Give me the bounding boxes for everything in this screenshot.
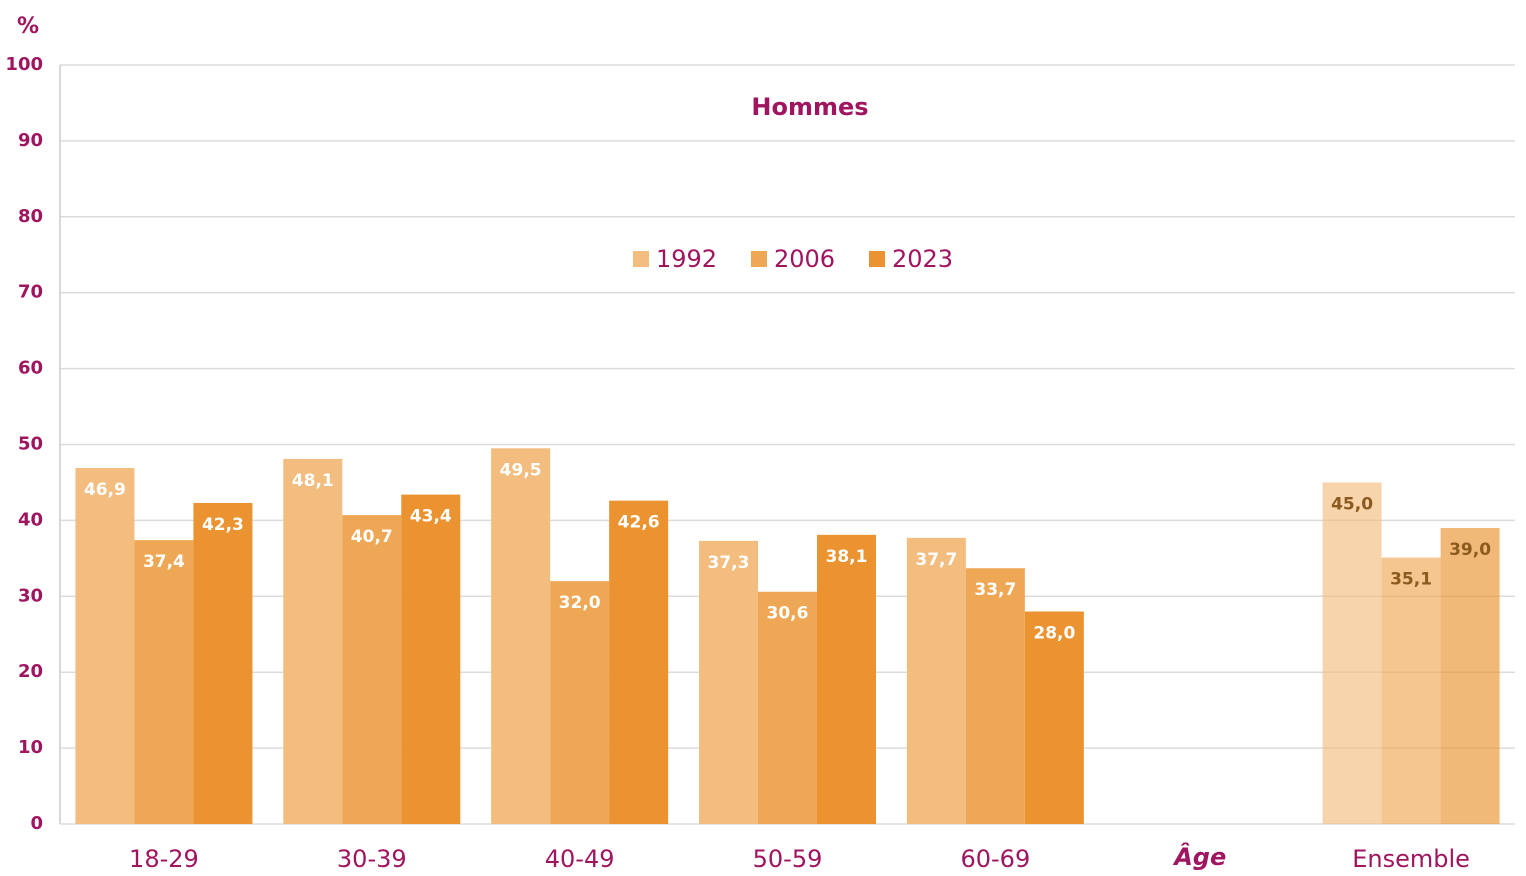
bar xyxy=(401,494,461,824)
value-label: 49,5 xyxy=(500,460,542,480)
bar xyxy=(134,540,194,824)
y-tick-label: 80 xyxy=(18,206,43,227)
value-label: 37,3 xyxy=(708,553,750,573)
bar xyxy=(283,458,343,824)
value-label: 42,3 xyxy=(202,515,244,535)
value-label: 37,7 xyxy=(915,550,957,570)
x-tick-label: 60-69 xyxy=(960,845,1030,873)
bar xyxy=(699,540,758,824)
y-tick-label: 60 xyxy=(18,358,43,379)
legend-swatch xyxy=(869,251,885,267)
bar xyxy=(1024,611,1084,824)
value-label: 33,7 xyxy=(974,580,1016,600)
bar xyxy=(1440,527,1500,824)
y-tick-label: 20 xyxy=(18,661,43,682)
value-label: 43,4 xyxy=(410,507,452,527)
legend-swatch xyxy=(751,251,767,267)
bar xyxy=(906,537,966,824)
y-axis-label: % xyxy=(17,14,39,39)
y-tick-label: 0 xyxy=(30,813,43,834)
bar xyxy=(193,502,253,824)
y-tick-label: 100 xyxy=(5,54,43,75)
x-tick-label: 50-59 xyxy=(753,845,823,873)
value-label: 37,4 xyxy=(143,552,185,572)
bar xyxy=(342,515,402,824)
value-label: 42,6 xyxy=(618,513,660,533)
bar xyxy=(75,468,135,824)
chart-title: Hommes xyxy=(751,93,868,121)
bar xyxy=(817,534,876,824)
value-label: 46,9 xyxy=(84,480,126,500)
legend-label: 2006 xyxy=(774,245,835,273)
value-label: 39,0 xyxy=(1449,540,1491,560)
y-tick-label: 90 xyxy=(18,130,43,151)
legend-label: 2023 xyxy=(892,245,953,273)
value-label: 28,0 xyxy=(1033,623,1075,643)
bar xyxy=(609,500,669,824)
value-label: 38,1 xyxy=(826,547,868,567)
y-tick-label: 50 xyxy=(18,434,43,455)
x-tick-label: 18-29 xyxy=(129,845,199,873)
x-tick-label: Ensemble xyxy=(1352,845,1470,873)
value-label: 48,1 xyxy=(292,471,334,491)
value-label: 35,1 xyxy=(1390,570,1432,590)
bar xyxy=(550,581,610,824)
x-tick-label: 30-39 xyxy=(337,845,407,873)
bar xyxy=(1381,557,1441,824)
x-axis-label: Âge xyxy=(1172,841,1226,871)
value-label: 45,0 xyxy=(1331,494,1373,514)
y-tick-label: 30 xyxy=(18,585,43,606)
y-tick-label: 10 xyxy=(18,737,43,758)
bar xyxy=(965,568,1025,824)
value-label: 30,6 xyxy=(767,604,809,624)
value-label: 40,7 xyxy=(351,527,393,547)
bar xyxy=(491,448,551,824)
value-label: 32,0 xyxy=(559,593,601,613)
y-tick-label: 40 xyxy=(18,509,43,530)
bar xyxy=(1322,482,1382,824)
bar xyxy=(758,591,817,824)
x-tick-label: 40-49 xyxy=(545,845,615,873)
legend-swatch xyxy=(633,251,649,267)
y-tick-label: 70 xyxy=(18,282,43,303)
legend-label: 1992 xyxy=(656,245,717,273)
